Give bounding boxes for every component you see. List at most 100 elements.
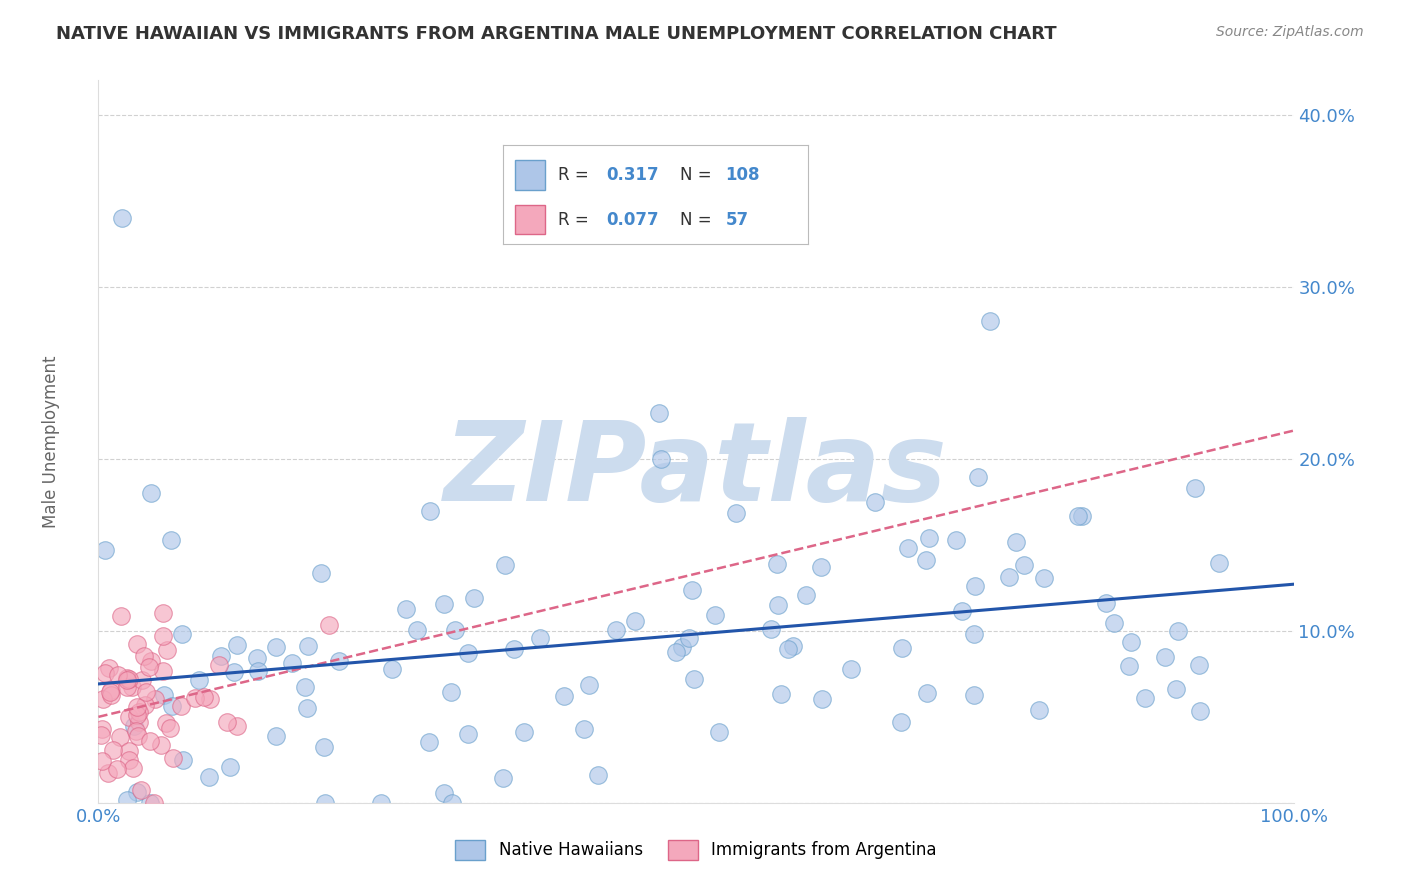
Point: [794, 588, 817, 602]
Point: [769, 687, 792, 701]
Point: [433, 787, 456, 801]
Point: [503, 641, 526, 656]
Point: [127, 708, 149, 723]
Point: [127, 729, 149, 743]
Point: [281, 656, 304, 670]
Text: 108: 108: [725, 166, 759, 184]
Point: [155, 716, 177, 731]
Text: N =: N =: [679, 211, 717, 228]
Point: [141, 486, 163, 500]
Point: [381, 662, 404, 676]
Point: [97, 766, 120, 780]
Point: [91, 692, 114, 706]
Legend: Native Hawaiians, Immigrants from Argentina: Native Hawaiians, Immigrants from Argent…: [449, 833, 943, 867]
Point: [131, 673, 153, 688]
Point: [139, 734, 162, 748]
Point: [945, 533, 967, 547]
Point: [950, 604, 973, 618]
Text: Source: ZipAtlas.com: Source: ZipAtlas.com: [1216, 25, 1364, 39]
Point: [208, 657, 231, 672]
Point: [578, 678, 600, 692]
Text: N =: N =: [679, 166, 717, 184]
Point: [370, 796, 392, 810]
Point: [890, 714, 912, 729]
Point: [766, 557, 789, 571]
Point: [457, 646, 479, 660]
Point: [110, 608, 132, 623]
Point: [1184, 481, 1206, 495]
Point: [1208, 557, 1230, 571]
Point: [1188, 657, 1211, 672]
Point: [1012, 558, 1035, 572]
Point: [839, 662, 862, 676]
Point: [127, 785, 149, 799]
Point: [145, 692, 167, 706]
Point: [297, 640, 319, 654]
Point: [294, 680, 316, 694]
Point: [264, 730, 287, 744]
Point: [162, 751, 184, 765]
Point: [979, 314, 1001, 328]
Point: [759, 622, 782, 636]
Point: [132, 648, 155, 663]
Point: [125, 724, 148, 739]
Point: [605, 623, 627, 637]
Point: [90, 728, 112, 742]
Point: [681, 582, 703, 597]
Point: [117, 793, 139, 807]
Point: [209, 648, 232, 663]
Point: [963, 688, 986, 702]
Point: [108, 731, 131, 745]
Point: [811, 691, 834, 706]
Point: [724, 507, 747, 521]
Point: [100, 689, 122, 703]
Point: [90, 722, 112, 736]
Point: [128, 706, 150, 720]
Point: [1070, 508, 1092, 523]
Point: [219, 760, 242, 774]
Point: [150, 738, 173, 752]
Point: [444, 623, 467, 637]
Point: [127, 700, 149, 714]
Point: [1133, 690, 1156, 705]
Point: [172, 753, 194, 767]
Bar: [515, 204, 546, 235]
Point: [105, 762, 128, 776]
Point: [1032, 571, 1054, 585]
Point: [1119, 635, 1142, 649]
Point: [328, 654, 350, 668]
Point: [122, 719, 145, 733]
Point: [159, 533, 181, 547]
Point: [138, 659, 160, 673]
Text: R =: R =: [558, 166, 593, 184]
Point: [94, 665, 117, 680]
Text: 0.077: 0.077: [606, 211, 659, 228]
Point: [998, 570, 1021, 584]
Point: [891, 640, 914, 655]
Point: [226, 638, 249, 652]
Point: [246, 651, 269, 665]
Point: [1104, 615, 1126, 630]
Point: [98, 685, 121, 699]
Point: [1188, 705, 1211, 719]
Point: [111, 211, 134, 225]
Point: [135, 685, 157, 699]
Point: [100, 683, 122, 698]
Point: [1094, 596, 1116, 610]
Point: [115, 673, 138, 688]
Text: 57: 57: [725, 211, 748, 228]
Point: [492, 772, 515, 786]
Point: [665, 644, 688, 658]
Point: [215, 715, 238, 730]
Point: [129, 782, 152, 797]
Point: [512, 725, 534, 739]
Point: [463, 591, 485, 605]
Point: [170, 699, 193, 714]
Text: ZIPatlas: ZIPatlas: [444, 417, 948, 524]
Point: [1167, 624, 1189, 639]
Point: [117, 680, 139, 694]
Point: [419, 504, 441, 518]
Point: [671, 640, 693, 654]
Point: [107, 668, 129, 682]
Point: [865, 495, 887, 509]
